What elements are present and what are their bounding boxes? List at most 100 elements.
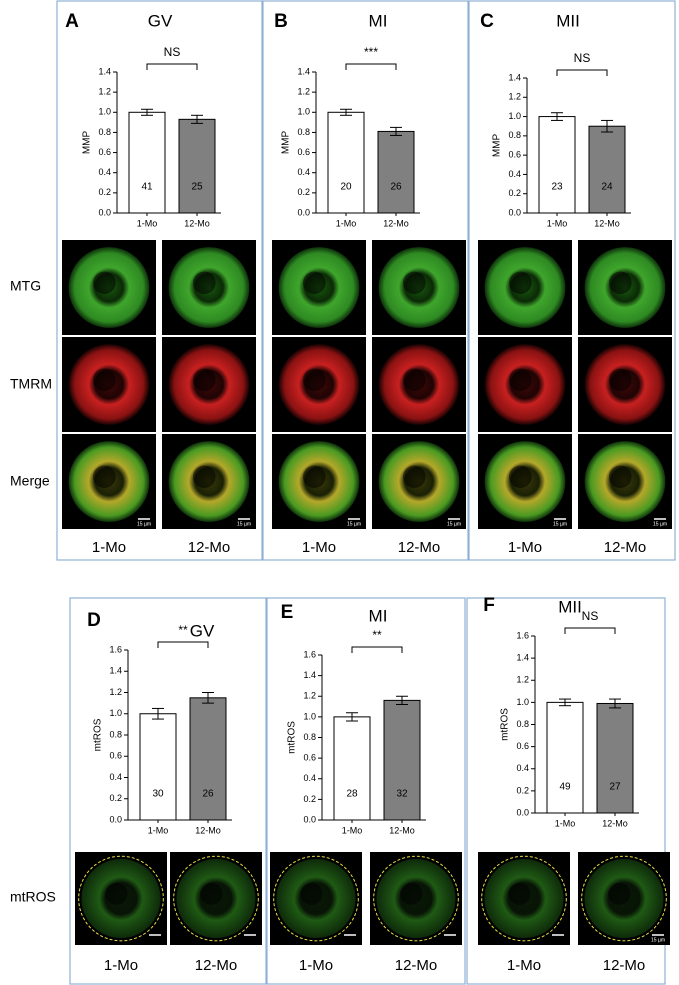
y-tick-label: 0.2: [508, 188, 521, 198]
scale-bar-label: 15 µm: [653, 521, 667, 527]
nucleus: [303, 368, 326, 392]
micrograph: [272, 337, 366, 432]
micrograph: [162, 337, 256, 432]
nucleus: [105, 882, 128, 905]
y-tick-label: 1.4: [297, 66, 310, 76]
y-tick-label: 0.4: [516, 763, 529, 773]
x-tick-label: 12-Mo: [389, 825, 415, 835]
scale-bar-label: 15 µm: [137, 521, 151, 527]
error-bar: [340, 108, 352, 116]
bar: [538, 116, 576, 214]
y-tick-label: 1.0: [508, 111, 521, 121]
micrograph: [478, 852, 570, 945]
chart-title: MII: [558, 597, 582, 616]
nucleus: [509, 465, 532, 489]
micrograph: [270, 852, 362, 945]
bar: [178, 118, 216, 214]
y-tick-label: 1.4: [98, 66, 111, 76]
bar: [596, 702, 634, 814]
bar: [377, 130, 415, 214]
image-label: 12-Mo: [604, 539, 647, 556]
x-tick-label: 1-Mo: [555, 818, 576, 828]
significance-bracket: [345, 63, 397, 70]
n-label: 28: [346, 789, 358, 800]
micrograph: [272, 240, 366, 335]
nucleus: [193, 368, 216, 392]
micrograph: 15 µm: [578, 434, 672, 529]
y-tick-label: 0.6: [98, 147, 111, 157]
image-label: 1-Mo: [507, 957, 541, 974]
y-axis-label: MMP: [281, 131, 292, 155]
y-tick-label: 0.2: [109, 793, 122, 803]
image-label: 12-Mo: [188, 539, 231, 556]
y-tick-label: 0.6: [303, 753, 316, 763]
y-tick-label: 0.0: [297, 207, 310, 217]
panel-boxes: [56, 0, 676, 985]
significance-label: NS: [582, 609, 599, 623]
y-tick-label: 0.8: [297, 127, 310, 137]
nucleus: [609, 271, 632, 295]
bar: [327, 111, 365, 214]
micrograph: 15 µm: [578, 852, 670, 945]
n-label: 24: [601, 182, 613, 193]
chart-title: MI: [369, 606, 388, 625]
micrograph: [478, 337, 572, 432]
image-label: 1-Mo: [92, 539, 126, 556]
row-label: MTG: [10, 278, 41, 294]
scale-bar-label: 15 µm: [237, 521, 251, 527]
chart-title: MII: [556, 11, 580, 30]
y-tick-label: 1.0: [98, 107, 111, 117]
nucleus: [609, 368, 632, 392]
y-tick-label: 0.0: [516, 807, 529, 817]
nucleus: [609, 465, 632, 489]
error-bar: [601, 119, 613, 133]
x-tick-label: 1-Mo: [547, 218, 568, 228]
n-label: 26: [202, 789, 214, 800]
y-tick-label: 1.0: [297, 107, 310, 117]
y-axis-label: mtROS: [287, 721, 298, 754]
y-tick-label: 1.0: [303, 711, 316, 721]
chart-title: GV: [190, 621, 215, 640]
error-bar: [396, 695, 408, 705]
y-tick-label: 1.4: [516, 653, 529, 663]
nucleus: [509, 368, 532, 392]
image-label: 12-Mo: [195, 957, 238, 974]
bar: [546, 701, 584, 814]
outline: [373, 855, 459, 942]
significance-label: ***: [364, 45, 378, 59]
micrograph: [62, 240, 156, 335]
n-label: 26: [390, 182, 402, 193]
panel-box: [262, 0, 469, 561]
y-tick-label: 0.8: [109, 729, 122, 739]
y-tick-label: 1.0: [516, 697, 529, 707]
micrograph: [372, 240, 466, 335]
image-label: 1-Mo: [508, 539, 542, 556]
y-tick-label: 0.4: [508, 169, 521, 179]
y-tick-label: 1.6: [303, 649, 316, 659]
micrograph: [370, 852, 462, 945]
image-label: 1-Mo: [299, 957, 333, 974]
error-bar: [551, 112, 563, 121]
panel-box: [266, 597, 466, 985]
image-label: 1-Mo: [302, 539, 336, 556]
error-bar: [346, 712, 358, 722]
nucleus: [303, 271, 326, 295]
micrograph: [372, 337, 466, 432]
bar: [189, 697, 227, 821]
x-tick-label: 12-Mo: [383, 218, 409, 228]
y-tick-label: 0.2: [516, 785, 529, 795]
row-label: mtROS: [10, 889, 56, 905]
x-tick-label: 12-Mo: [195, 825, 221, 835]
significance-label: **: [372, 628, 382, 642]
y-tick-label: 0.0: [303, 814, 316, 824]
n-label: 30: [152, 789, 164, 800]
panel-letter: B: [274, 11, 288, 32]
micrograph: [170, 852, 262, 945]
x-tick-label: 12-Mo: [602, 818, 628, 828]
y-tick-label: 0.8: [516, 719, 529, 729]
micrograph: [478, 240, 572, 335]
error-bar: [202, 692, 214, 704]
y-tick-label: 0.2: [297, 187, 310, 197]
